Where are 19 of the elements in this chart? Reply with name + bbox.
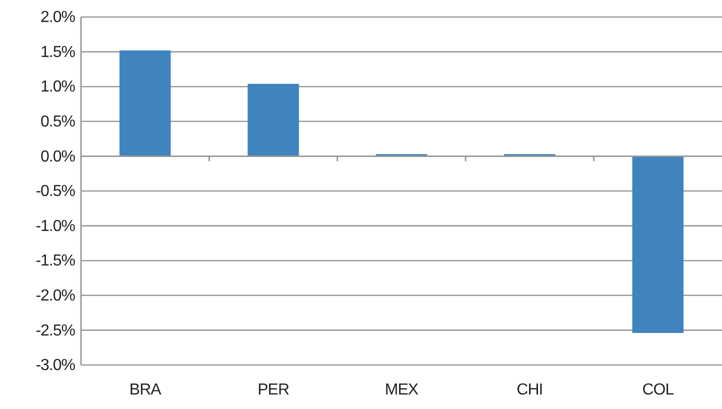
y-tick-label: 0.0% — [40, 148, 76, 166]
x-tick-label: BRA — [129, 381, 162, 398]
y-tick-label: 2.0% — [40, 9, 76, 26]
y-tick-label: 1.5% — [40, 44, 76, 61]
x-tick-label: MEX — [384, 381, 419, 398]
y-tick-label: -2.0% — [36, 288, 76, 305]
y-tick-label: -1.5% — [36, 252, 76, 270]
x-tick-label: CHI — [516, 381, 543, 398]
y-tick-label: -0.5% — [36, 183, 76, 200]
x-tick-label: PER — [258, 381, 290, 398]
y-tick-label: -1.0% — [36, 218, 76, 235]
y-tick-label: 1.0% — [40, 78, 76, 96]
bar — [632, 156, 684, 333]
x-tick-label: COL — [642, 381, 674, 398]
bar — [248, 84, 299, 156]
y-tick-label: -2.5% — [36, 322, 76, 340]
y-tick-label: 0.5% — [40, 114, 76, 131]
y-tick-label: -3.0% — [36, 357, 76, 374]
bar — [119, 50, 171, 156]
